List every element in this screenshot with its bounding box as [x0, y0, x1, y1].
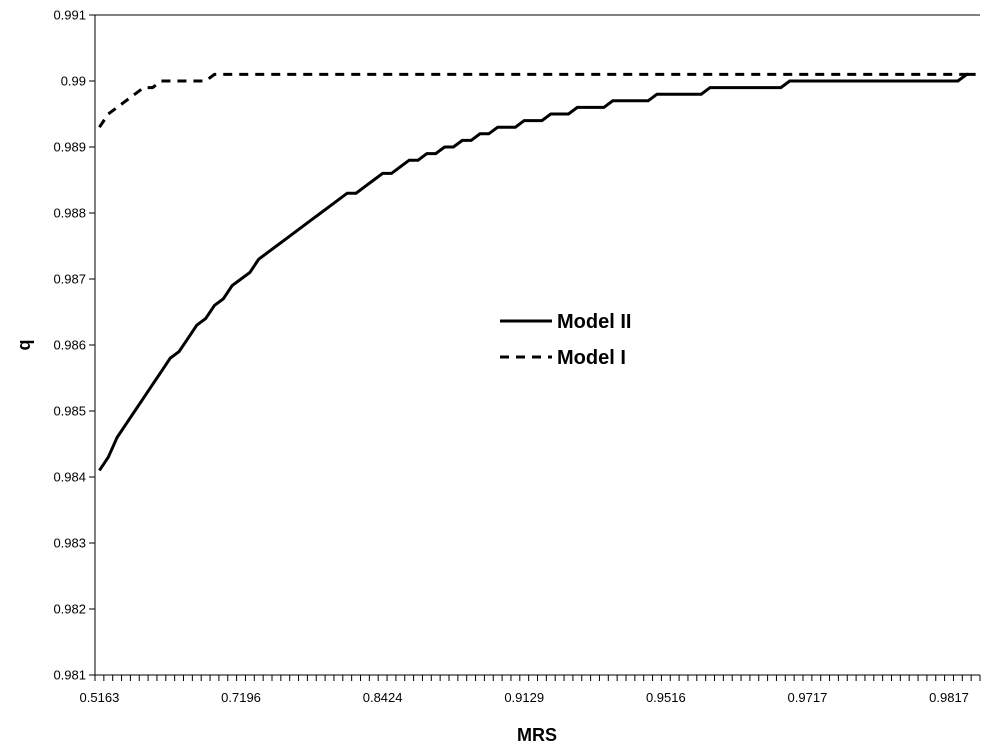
- x-tick-label: 0.9817: [929, 690, 969, 705]
- series-lines: [98, 72, 976, 472]
- x-tick-label: 0.7196: [221, 690, 261, 705]
- y-tick-label: 0.99: [61, 74, 86, 89]
- x-tick-label: 0.8424: [363, 690, 403, 705]
- legend-label-model-ii: Model II: [557, 311, 631, 333]
- y-ticks: 0.981 0.982 0.983 0.984 0.985 0.986 0.987 0.988…: [53, 8, 95, 683]
- y-tick-label: 0.983: [53, 536, 86, 551]
- legend: Model II Model I: [500, 311, 631, 369]
- series-line-model-i: [98, 72, 976, 129]
- y-tick-label: 0.988: [53, 206, 86, 221]
- y-tick-label: 0.981: [53, 668, 86, 683]
- x-tick-label: 0.9129: [504, 690, 544, 705]
- y-tick-label: 0.986: [53, 338, 86, 353]
- x-tick-label: 0.9717: [788, 690, 828, 705]
- y-tick-label: 0.989: [53, 140, 86, 155]
- y-tick-label: 0.982: [53, 602, 86, 617]
- y-tick-label: 0.985: [53, 404, 86, 419]
- x-tick-label: 0.9516: [646, 690, 686, 705]
- axes: [94, 14, 980, 676]
- y-tick-label: 0.991: [53, 8, 86, 23]
- y-tick-label: 0.984: [53, 470, 86, 485]
- y-axis-title: q: [14, 340, 34, 351]
- x-axis-title: MRS: [517, 725, 557, 745]
- series-line-model-ii: [98, 72, 976, 472]
- x-ticks: 0.5163 0.7196 0.8424 0.9129 0.9516 0.9717 0.98…: [80, 675, 981, 705]
- x-tick-label: 0.5163: [80, 690, 120, 705]
- y-tick-label: 0.987: [53, 272, 86, 287]
- legend-label-model-i: Model I: [557, 347, 626, 369]
